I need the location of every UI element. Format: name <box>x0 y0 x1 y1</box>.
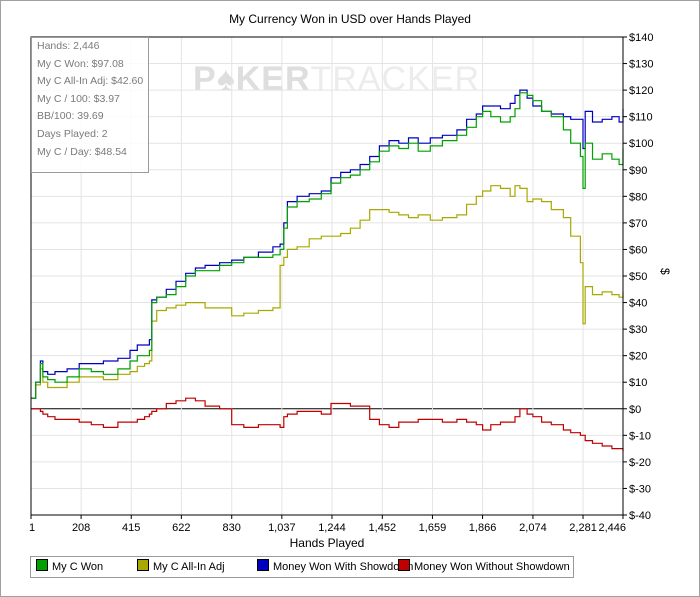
legend-item-money-won-with-showdown[interactable]: Money Won With Showdown <box>257 557 413 577</box>
series-line-my-c-won <box>31 92 624 399</box>
x-tick-label: 1,452 <box>369 522 397 534</box>
y-tick-label: $-40 <box>629 510 651 522</box>
legend-label-my-c-won: My C Won <box>52 561 104 573</box>
y-tick-label: $50 <box>629 271 647 283</box>
y-tick-label: $90 <box>629 165 647 177</box>
legend-item-my-c-won[interactable]: My C Won <box>36 557 103 577</box>
x-tick-label: 622 <box>172 522 190 534</box>
y-tick-label: $70 <box>629 218 647 230</box>
y-axis-label: $ <box>658 268 672 275</box>
stat-per-day: My C / Day: $48.54 <box>37 145 127 158</box>
y-tick-label: $0 <box>629 404 641 416</box>
y-axis: $140 $130 $120 $110 $100 $90 $80 $70 $60 $50 $40 $3… <box>623 32 653 522</box>
pokertracker-watermark: P♠KERTRACKER <box>193 60 480 99</box>
watermark-text-1: P <box>193 60 217 98</box>
y-tick-label: $30 <box>629 324 647 336</box>
line-chart: $140 $130 $120 $110 $100 $90 $80 $70 $60 $50 $40 $3… <box>29 32 653 534</box>
legend-label-money-won-with-showdown: Money Won With Showdown <box>273 561 414 573</box>
legend-label-money-won-without-showdown: Money Won Without Showdown <box>414 561 570 573</box>
stat-bb-100: BB/100: 39.69 <box>37 110 104 123</box>
x-tick-label: 1,037 <box>268 522 296 534</box>
stat-per-100: My C / 100: $3.97 <box>37 92 120 105</box>
x-tick-label: 1,866 <box>469 522 497 534</box>
legend-item-money-won-without-showdown[interactable]: Money Won Without Showdown <box>398 557 570 577</box>
stats-box: Hands: 2,446 My C Won: $97.08 My C All-I… <box>31 37 149 173</box>
y-tick-label: $-10 <box>629 430 651 442</box>
legend-swatch-money-won-without-showdown <box>398 559 410 571</box>
x-tick-label: 1,244 <box>318 522 346 534</box>
x-tick-label: 2,446 <box>598 522 626 534</box>
legend-swatch-my-c-all-in-adj <box>137 559 149 571</box>
x-tick-label: 1,659 <box>419 522 447 534</box>
legend-item-my-c-all-in-adj[interactable]: My C All-In Adj <box>137 557 225 577</box>
y-tick-label: $110 <box>629 112 653 124</box>
y-tick-label: $60 <box>629 244 647 256</box>
stat-days-played: Days Played: 2 <box>37 127 108 140</box>
series-line-my-c-all-in-adj <box>31 185 624 399</box>
stat-hands: Hands: 2,446 <box>37 40 100 52</box>
x-tick-label: 1 <box>29 522 35 534</box>
chart-title: My Currency Won in USD over Hands Played <box>229 12 471 26</box>
y-tick-label: $-30 <box>629 483 651 495</box>
y-tick-label: $80 <box>629 191 647 203</box>
legend-swatch-money-won-with-showdown <box>257 559 269 571</box>
x-tick-label: 2,281 <box>569 522 597 534</box>
x-tick-label: 830 <box>223 522 241 534</box>
y-tick-label: $20 <box>629 351 647 363</box>
legend-swatch-my-c-won <box>36 559 48 571</box>
legend: My C Won My C All-In Adj Money Won With … <box>30 556 574 578</box>
watermark-text-2: KER <box>235 60 311 98</box>
y-tick-label: $120 <box>629 85 653 97</box>
watermark-spade-icon: ♠ <box>216 60 236 98</box>
y-tick-label: $100 <box>629 138 653 150</box>
x-axis: 1 208 415 622 830 1,037 1,244 1,452 1,659 1,866 2,… <box>29 515 626 534</box>
legend-label-my-c-all-in-adj: My C All-In Adj <box>153 561 225 573</box>
y-tick-label: $40 <box>629 298 647 310</box>
series-lines <box>31 89 624 452</box>
y-tick-label: $-20 <box>629 457 651 469</box>
x-tick-label: 2,074 <box>519 522 547 534</box>
y-tick-label: $10 <box>629 377 647 389</box>
y-tick-label: $130 <box>629 59 653 71</box>
stat-won: My C Won: $97.08 <box>37 57 124 70</box>
series-line-money-won-without-showdown <box>31 397 624 452</box>
stat-allin-adj: My C All-In Adj: $42.60 <box>37 75 144 88</box>
x-axis-label: Hands Played <box>289 536 365 550</box>
x-tick-label: 208 <box>72 522 90 534</box>
y-tick-label: $140 <box>629 32 653 44</box>
x-tick-label: 415 <box>122 522 140 534</box>
watermark-text-3: TRACKER <box>310 60 481 98</box>
